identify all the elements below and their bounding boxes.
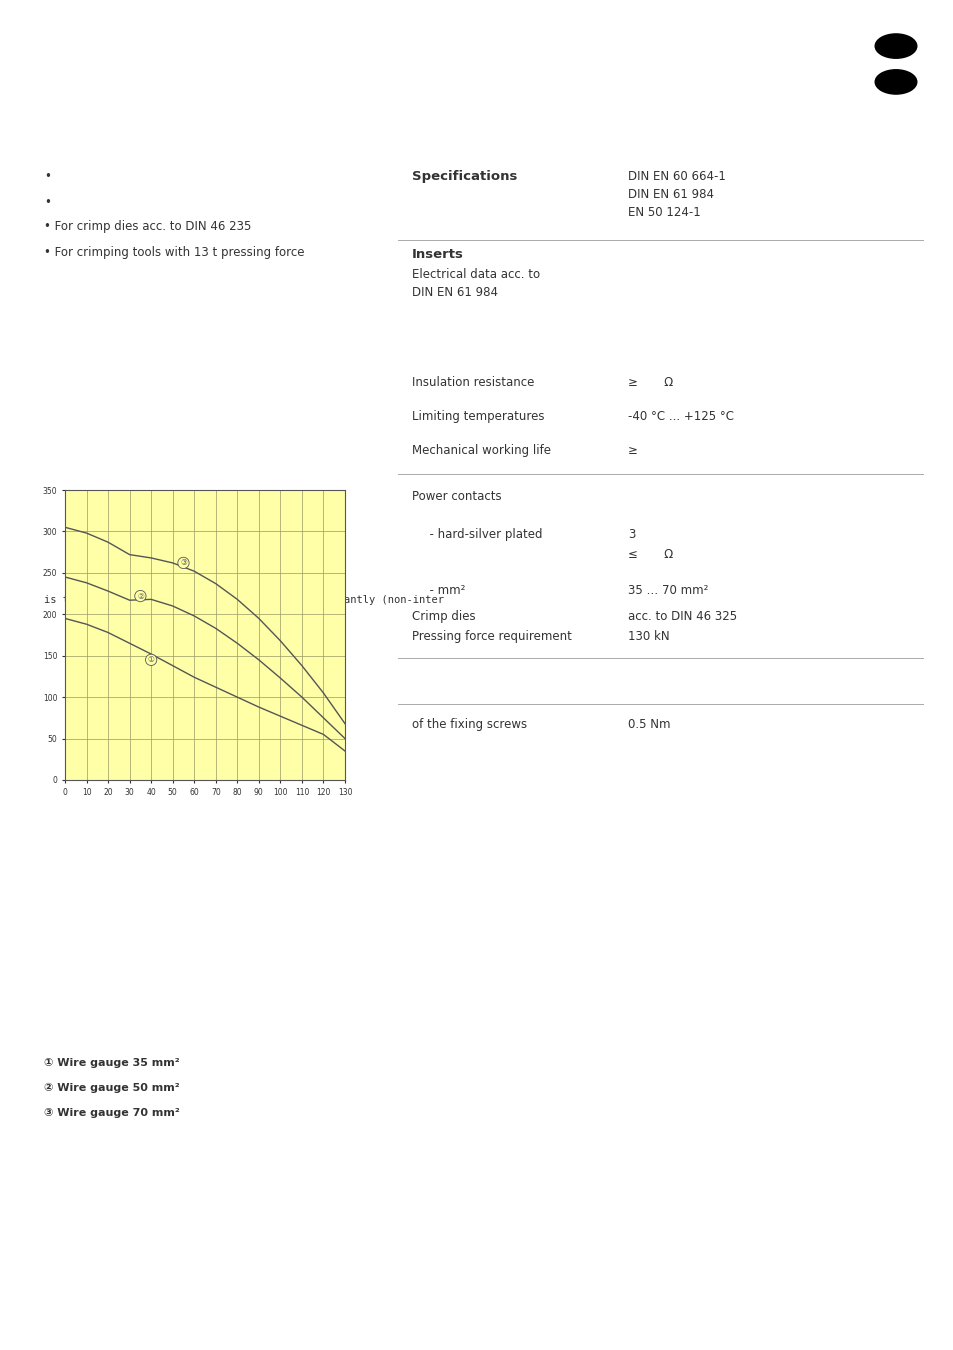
Text: ② Wire gauge 50 mm²: ② Wire gauge 50 mm² xyxy=(44,1083,179,1094)
Text: of the fixing screws: of the fixing screws xyxy=(412,718,527,730)
Text: ≥: ≥ xyxy=(627,444,638,458)
Text: acc. to DIN 46 325: acc. to DIN 46 325 xyxy=(627,610,737,622)
Text: 35 … 70 mm²: 35 … 70 mm² xyxy=(627,585,708,597)
Text: DIN EN 60 664-1: DIN EN 60 664-1 xyxy=(627,170,725,184)
Text: 3: 3 xyxy=(627,528,635,541)
Text: • For crimp dies acc. to DIN 46 235: • For crimp dies acc. to DIN 46 235 xyxy=(44,220,251,234)
Text: •: • xyxy=(44,170,51,184)
Text: 130 kN: 130 kN xyxy=(627,630,669,643)
Text: 0.5 Nm: 0.5 Nm xyxy=(627,718,670,730)
Text: Inserts: Inserts xyxy=(412,248,463,261)
Text: - hard-silver plated: - hard-silver plated xyxy=(421,528,542,541)
Text: Mechanical working life: Mechanical working life xyxy=(412,444,551,458)
Text: Power contacts: Power contacts xyxy=(412,490,501,504)
Text: ≥       Ω: ≥ Ω xyxy=(627,377,673,389)
Text: HARTING: HARTING xyxy=(880,62,911,66)
Text: EN 50 124-1: EN 50 124-1 xyxy=(627,207,700,219)
Text: ① Wire gauge 35 mm²: ① Wire gauge 35 mm² xyxy=(44,1058,179,1068)
Text: -40 °C ... +125 °C: -40 °C ... +125 °C xyxy=(627,410,733,423)
Text: - mm²: - mm² xyxy=(421,585,465,597)
Text: Specifications: Specifications xyxy=(412,170,517,184)
Text: ③ Wire gauge 70 mm²: ③ Wire gauge 70 mm² xyxy=(44,1108,179,1118)
Text: ③: ③ xyxy=(180,559,187,567)
Text: ②: ② xyxy=(137,591,144,601)
Ellipse shape xyxy=(874,34,916,58)
Text: ①: ① xyxy=(148,655,154,664)
Text: Pressing force requirement: Pressing force requirement xyxy=(412,630,571,643)
Text: DIN EN 61 984: DIN EN 61 984 xyxy=(412,286,497,298)
Text: is therefore valid for currents which flow constantly (non-inter: is therefore valid for currents which fl… xyxy=(44,595,443,605)
Text: Electrical data acc. to: Electrical data acc. to xyxy=(412,269,539,281)
Ellipse shape xyxy=(874,70,916,95)
Text: DIN EN 61 984: DIN EN 61 984 xyxy=(627,188,713,201)
Text: ≤       Ω: ≤ Ω xyxy=(627,548,673,562)
Text: Crimp dies: Crimp dies xyxy=(412,610,476,622)
Text: • For crimping tools with 13 t pressing force: • For crimping tools with 13 t pressing … xyxy=(44,246,304,259)
Text: Insulation resistance: Insulation resistance xyxy=(412,377,534,389)
Text: Limiting temperatures: Limiting temperatures xyxy=(412,410,544,423)
Text: •: • xyxy=(44,196,51,209)
